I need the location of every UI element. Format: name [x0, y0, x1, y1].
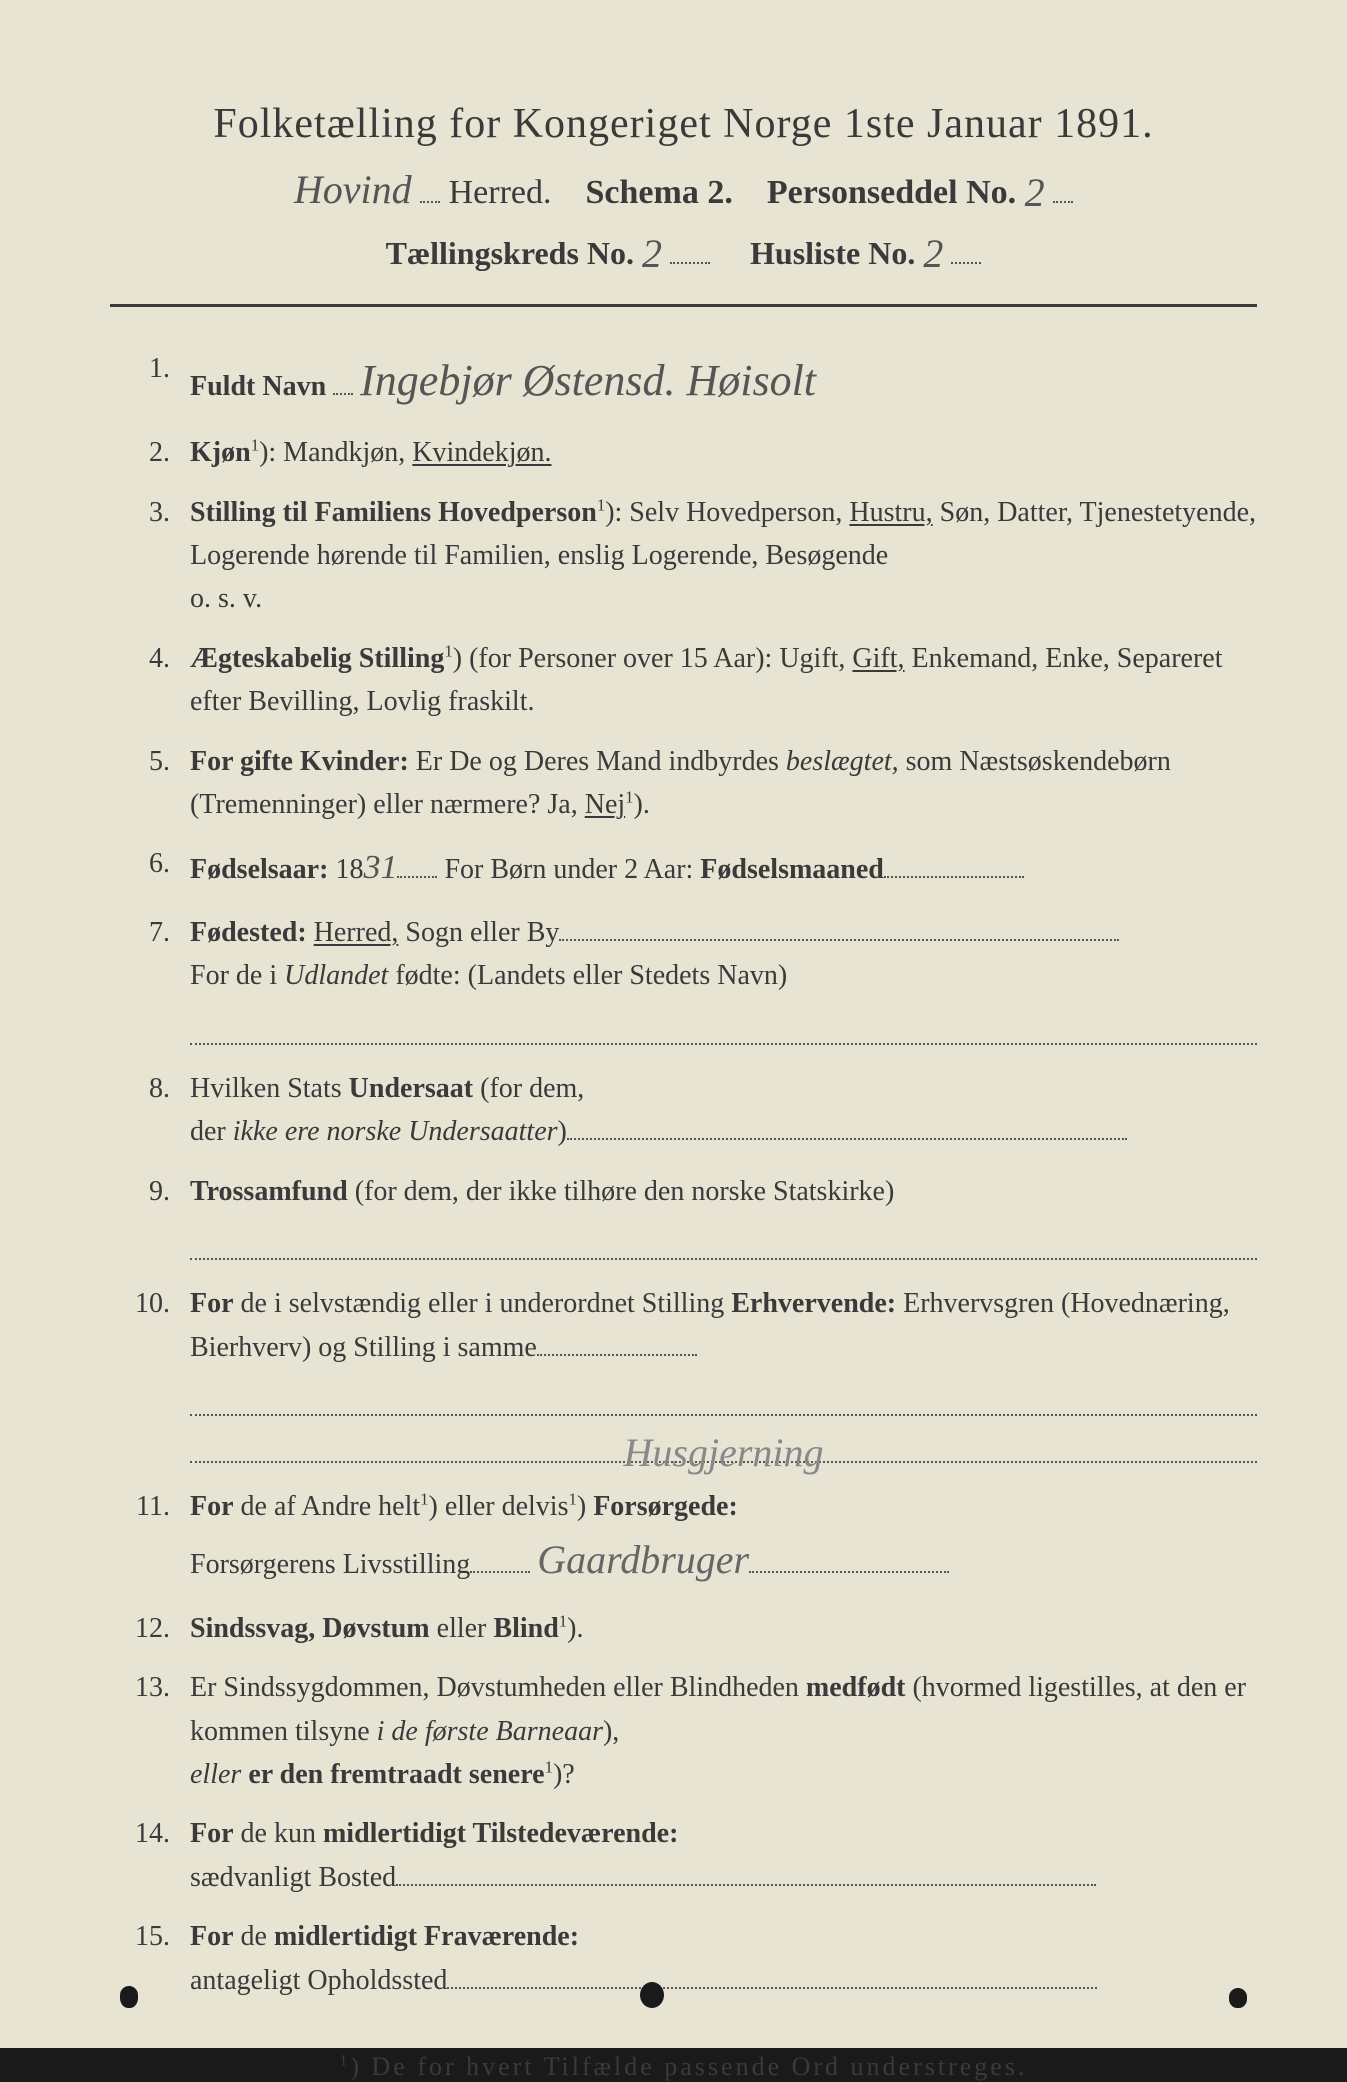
q6-label: Fødselsaar: [190, 854, 328, 885]
q6-year: 31 [363, 849, 397, 886]
q3-num: 3. [110, 491, 190, 621]
herred-label: Herred. [449, 174, 552, 211]
q10-num: 10. [110, 1282, 190, 1469]
q11: 11. For de af Andre helt1) eller delvis1… [110, 1485, 1257, 1590]
herred-value: Hovind [294, 166, 412, 213]
q9-num: 9. [110, 1170, 190, 1267]
q4: 4. Ægteskabelig Stilling1) (for Personer… [110, 637, 1257, 724]
q12-num: 12. [110, 1607, 190, 1650]
q2-selected: Kvindekjøn. [412, 437, 551, 468]
q7-num: 7. [110, 911, 190, 1051]
personseddel-label: Personseddel No. [767, 174, 1016, 211]
q10: 10. For de i selvstændig eller i underor… [110, 1282, 1257, 1469]
q8: 8. Hvilken Stats Undersaat (for dem, der… [110, 1067, 1257, 1154]
q9-blank-line [190, 1219, 1257, 1260]
q13: 13. Er Sindssygdommen, Døvstumheden elle… [110, 1666, 1257, 1796]
q10-value: Husgjerning [624, 1422, 824, 1484]
q4-selected: Gift, [852, 643, 904, 674]
divider-rule [110, 304, 1257, 307]
schema-label: Schema 2. [586, 174, 733, 211]
form-title: Folketælling for Kongeriget Norge 1ste J… [110, 100, 1257, 148]
q14-num: 14. [110, 1812, 190, 1899]
q3-selected: Hustru, [849, 497, 932, 528]
q15: 15. For de midlertidigt Fraværende: anta… [110, 1915, 1257, 2002]
q10-value-line: Husgjerning [190, 1422, 1257, 1463]
q2-num: 2. [110, 431, 190, 474]
husliste-no: 2 [923, 230, 943, 277]
q9-label: Trossamfund [190, 1176, 348, 1207]
personseddel-no: 2 [1025, 169, 1045, 216]
header-line-2: Hovind Herred. Schema 2. Personseddel No… [110, 166, 1257, 213]
ink-blot [640, 1982, 664, 2008]
q11-num: 11. [110, 1485, 190, 1590]
q1-label: Fuldt Navn [190, 371, 326, 402]
q6-num: 6. [110, 842, 190, 895]
q5-num: 5. [110, 740, 190, 827]
q6: 6. Fødselsaar: 1831 For Børn under 2 Aar… [110, 842, 1257, 895]
q10-blank-line-1 [190, 1375, 1257, 1416]
q7-selected: Herred, [314, 917, 399, 948]
q7-blank-line [190, 1004, 1257, 1045]
q3: 3. Stilling til Familiens Hovedperson1):… [110, 491, 1257, 621]
q9: 9. Trossamfund (for dem, der ikke tilhør… [110, 1170, 1257, 1267]
q12: 12. Sindssvag, Døvstum eller Blind1). [110, 1607, 1257, 1650]
q11-value: Gaardbruger [537, 1529, 749, 1591]
ink-blot [120, 1986, 138, 2008]
taellingskreds-label: Tællingskreds No. [386, 235, 634, 271]
q5: 5. For gifte Kvinder: Er De og Deres Man… [110, 740, 1257, 827]
census-form-page: Folketælling for Kongeriget Norge 1ste J… [0, 0, 1347, 2048]
q2: 2. Kjøn1): Mandkjøn, Kvindekjøn. [110, 431, 1257, 474]
q7: 7. Fødested: Herred, Sogn eller By For d… [110, 911, 1257, 1051]
q12-label: Sindssvag, Døvstum [190, 1613, 430, 1644]
q1-value: Ingebjør Østensd. Høisolt [360, 347, 816, 415]
footnote: 1) De for hvert Tilfælde passende Ord un… [110, 2052, 1257, 2082]
husliste-label: Husliste No. [750, 235, 915, 271]
ink-blot [1229, 1988, 1247, 2008]
q2-label: Kjøn [190, 437, 251, 468]
q13-num: 13. [110, 1666, 190, 1796]
header-line-3: Tællingskreds No. 2 Husliste No. 2 [110, 227, 1257, 274]
q4-num: 4. [110, 637, 190, 724]
q5-label: For gifte Kvinder: [190, 746, 409, 777]
q7-label: Fødested: [190, 917, 307, 948]
q4-label: Ægteskabelig Stilling [190, 643, 444, 674]
q14: 14. For de kun midlertidigt Tilstedevære… [110, 1812, 1257, 1899]
q1-num: 1. [110, 347, 190, 415]
taellingskreds-no: 2 [642, 230, 662, 277]
q3-label: Stilling til Familiens Hovedperson [190, 497, 597, 528]
q5-selected: Nej [585, 789, 625, 820]
q1: 1. Fuldt Navn Ingebjør Østensd. Høisolt [110, 347, 1257, 415]
q8-num: 8. [110, 1067, 190, 1154]
